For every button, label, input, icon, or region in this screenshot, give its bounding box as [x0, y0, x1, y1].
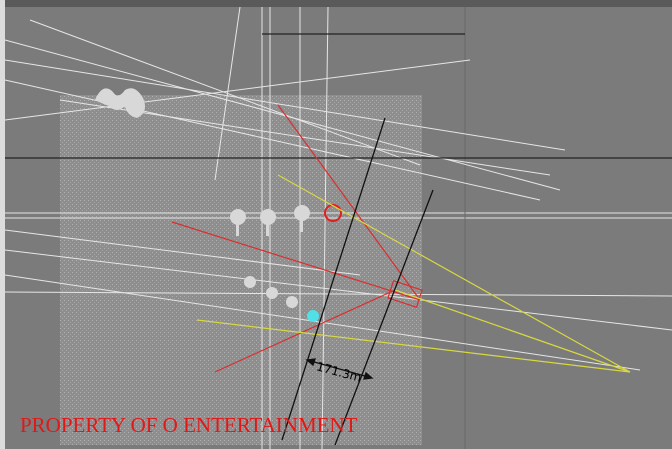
top-border — [0, 0, 672, 7]
viewport: 171.3m PROPERTY OF O ENTERTAINMENT — [0, 0, 672, 449]
camera-marker[interactable] — [307, 310, 319, 322]
left-border — [0, 0, 5, 449]
page: {"measurement": "171.3m", "watermark": "… — [0, 0, 672, 449]
watermark: PROPERTY OF O ENTERTAINMENT — [20, 413, 358, 437]
